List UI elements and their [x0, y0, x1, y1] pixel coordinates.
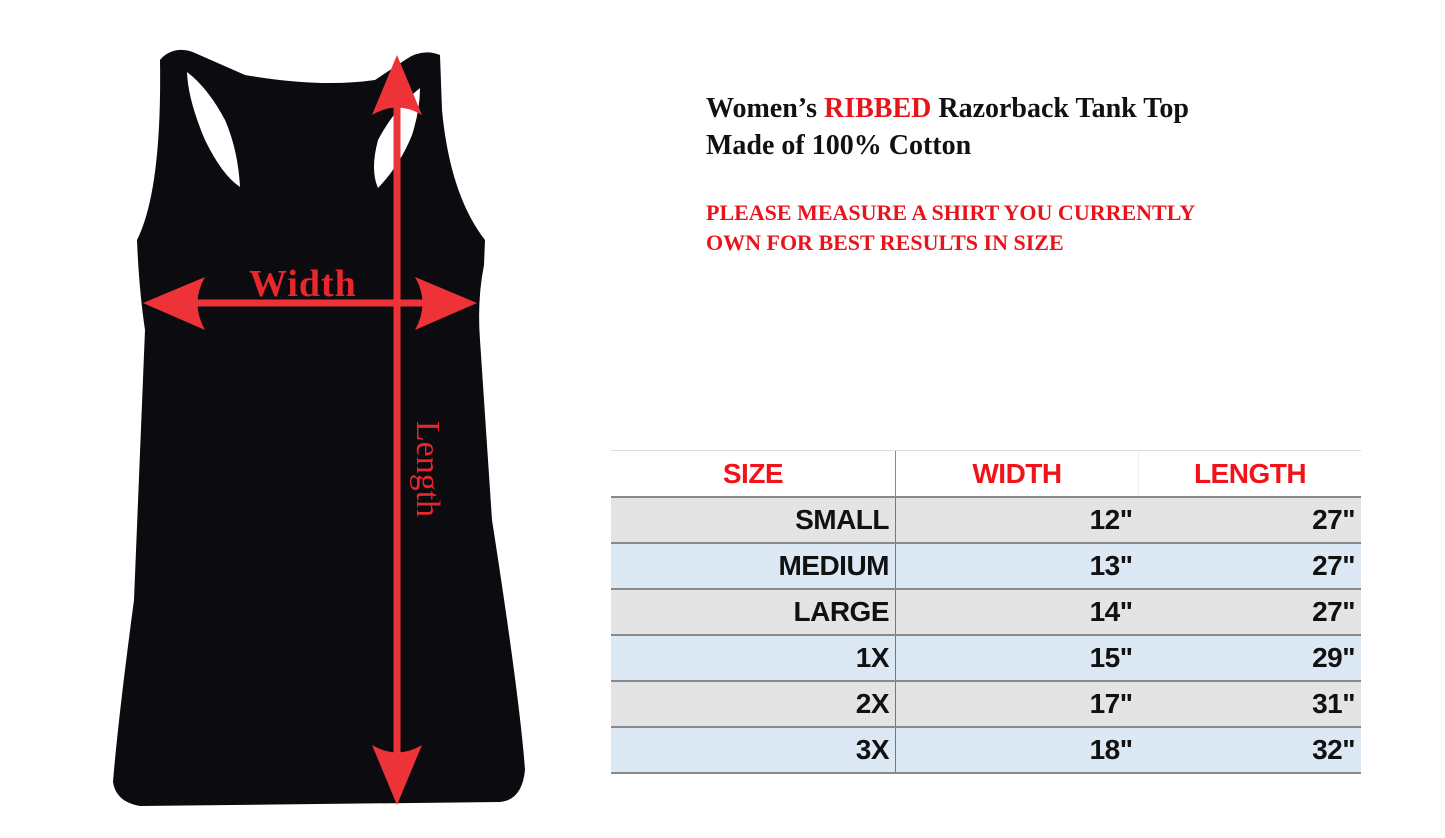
size-chart-table: SIZE WIDTH LENGTH SMALL 12" 27" MEDIUM 1…: [611, 450, 1361, 774]
table-row: LARGE 14" 27": [611, 589, 1361, 636]
title-suffix: Razorback Tank Top: [931, 93, 1189, 124]
width-arrow: [143, 277, 477, 330]
length-cell: 31": [1138, 681, 1361, 728]
size-cell: 2X: [611, 681, 896, 728]
title-highlight: RIBBED: [823, 93, 932, 124]
table-header-row: SIZE WIDTH LENGTH: [611, 450, 1361, 498]
notice-line-1: PLEASE MEASURE A SHIRT YOU CURRENTLY: [706, 200, 1196, 225]
title-prefix: Women’s: [706, 93, 824, 124]
length-cell: 32": [1138, 727, 1361, 774]
header-width: WIDTH: [895, 450, 1139, 498]
width-cell: 14": [895, 589, 1139, 636]
left-racerback-cutout: [187, 72, 240, 187]
length-cell: 27": [1138, 543, 1361, 590]
size-cell: LARGE: [611, 589, 896, 636]
header-length: LENGTH: [1138, 450, 1361, 498]
width-label: Width: [249, 263, 357, 305]
table-row: MEDIUM 13" 27": [611, 543, 1361, 590]
size-cell: SMALL: [611, 497, 896, 544]
length-cell: 27": [1138, 497, 1361, 544]
table-row: 3X 18" 32": [611, 727, 1361, 774]
length-cell: 27": [1138, 589, 1361, 636]
tank-top-image: [113, 49, 525, 806]
length-label: Length: [409, 420, 446, 518]
measure-notice: PLEASE MEASURE A SHIRT YOU CURRENTLY OWN…: [706, 198, 1195, 258]
width-cell: 17": [895, 681, 1139, 728]
width-cell: 12": [895, 497, 1139, 544]
table-row: SMALL 12" 27": [611, 497, 1361, 544]
size-cell: 3X: [611, 727, 896, 774]
width-cell: 18": [895, 727, 1139, 774]
width-cell: 15": [895, 635, 1139, 682]
table-row: 1X 15" 29": [611, 635, 1361, 682]
product-title: Women’s RIBBED Razorback Tank Top Made o…: [706, 90, 1189, 164]
size-cell: 1X: [611, 635, 896, 682]
header-size: SIZE: [611, 450, 896, 498]
size-cell: MEDIUM: [611, 543, 896, 590]
length-cell: 29": [1138, 635, 1361, 682]
notice-line-2: OWN FOR BEST RESULTS IN SIZE: [706, 230, 1064, 255]
table-row: 2X 17" 31": [611, 681, 1361, 728]
material-text: Made of 100% Cotton: [706, 130, 972, 161]
width-cell: 13": [895, 543, 1139, 590]
length-arrow: [372, 55, 422, 805]
